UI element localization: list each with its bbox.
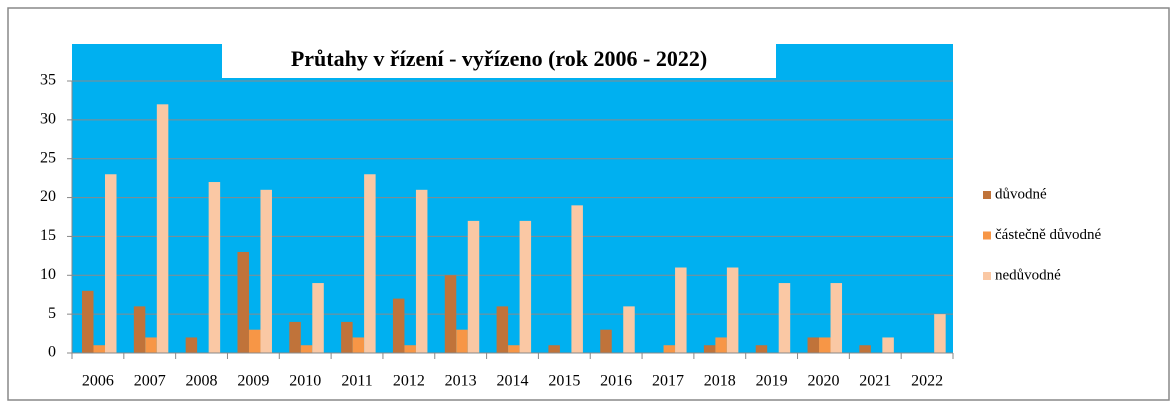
- bar: [352, 337, 365, 353]
- bar: [105, 174, 117, 353]
- legend-label: nedůvodné: [995, 267, 1061, 283]
- x-tick-label: 2014: [497, 373, 529, 390]
- bar: [415, 189, 428, 353]
- title-box: [222, 42, 776, 78]
- x-tick-label: 2015: [548, 373, 580, 390]
- legend-swatch: [983, 231, 991, 240]
- bar: [467, 220, 480, 353]
- bar: [703, 345, 716, 353]
- bar: [156, 104, 169, 353]
- bar: [571, 205, 583, 353]
- legend-swatch: [983, 272, 991, 280]
- legend-swatch: [983, 191, 991, 199]
- bar: [237, 251, 249, 353]
- y-tick-label: 10: [40, 266, 56, 283]
- x-tick-label: 2017: [652, 373, 684, 390]
- x-tick-label: 2011: [341, 373, 372, 390]
- chart-title: Průtahy v řízení - vyřízeno (rok 2006 - …: [291, 46, 707, 71]
- x-tick-label: 2019: [756, 373, 788, 390]
- bar: [726, 267, 739, 353]
- bar: [600, 329, 612, 353]
- bar: [289, 321, 301, 353]
- bar: [456, 329, 468, 353]
- bar: [93, 345, 105, 353]
- bar: [508, 345, 520, 353]
- bar: [830, 283, 843, 353]
- legend-label: důvodné: [995, 186, 1047, 202]
- bar: [882, 337, 894, 353]
- bar: [819, 337, 831, 353]
- x-tick-label: 2008: [186, 373, 218, 390]
- bar: [133, 306, 146, 353]
- bar: [341, 321, 353, 353]
- x-tick-label: 2018: [704, 373, 736, 390]
- bar: [248, 329, 261, 353]
- bar: [82, 290, 94, 353]
- bar: [663, 345, 676, 353]
- bar: [675, 267, 687, 353]
- bar: [859, 345, 871, 353]
- bar: [715, 337, 727, 353]
- y-tick-label: 5: [48, 305, 56, 322]
- x-tick-label: 2009: [237, 373, 269, 390]
- x-tick-label: 2013: [445, 373, 477, 390]
- y-tick-label: 35: [40, 72, 56, 89]
- y-tick-label: 30: [40, 111, 56, 128]
- bar: [778, 283, 791, 353]
- bar: [623, 306, 635, 353]
- bar: [548, 345, 560, 353]
- x-tick-label: 2020: [807, 373, 839, 390]
- x-tick-label: 2021: [859, 373, 891, 390]
- bar: [185, 337, 198, 353]
- bar: [444, 275, 457, 353]
- bar: [519, 220, 532, 353]
- bar: [404, 345, 416, 353]
- bar: [312, 283, 324, 353]
- bar: [260, 189, 272, 353]
- y-tick-label: 25: [40, 149, 56, 166]
- y-tick-label: 15: [40, 227, 56, 244]
- x-tick-label: 2016: [600, 373, 632, 390]
- bar: [145, 337, 157, 353]
- bar: [496, 306, 509, 353]
- y-tick-label: 20: [40, 188, 56, 205]
- y-tick-label: 0: [48, 344, 56, 361]
- x-tick-label: 2006: [82, 373, 114, 390]
- bar: [755, 345, 768, 353]
- x-tick-label: 2012: [393, 373, 425, 390]
- legend-label: částečně důvodné: [995, 227, 1102, 243]
- bar: [300, 345, 313, 353]
- bar: [208, 182, 221, 353]
- x-tick-label: 2007: [134, 373, 166, 390]
- bar: [934, 314, 946, 353]
- bar: [807, 337, 820, 353]
- plot-background: [72, 44, 953, 353]
- plot-area: 0 5 10 15 20 25 30 35 2006 2007 2008 2009 2010 2011 20…: [40, 44, 954, 390]
- x-tick-label: 2022: [911, 373, 943, 390]
- bar: [392, 298, 405, 353]
- x-tick-label: 2010: [289, 373, 321, 390]
- bar: [364, 174, 376, 353]
